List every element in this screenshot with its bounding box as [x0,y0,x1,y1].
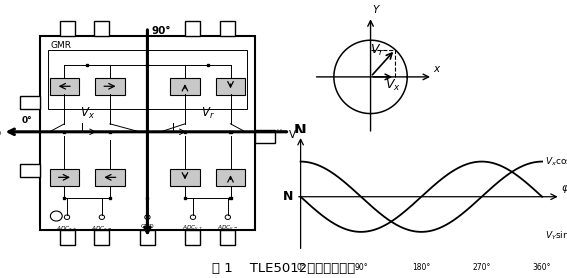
Circle shape [191,215,196,219]
Text: GMR: GMR [51,41,72,50]
Text: $V_r$: $V_r$ [370,43,384,58]
Bar [109,131,111,133]
Bar [216,78,246,95]
Text: $ADC_{y+}$: $ADC_{y+}$ [183,224,204,234]
Bar [170,78,200,95]
Bar [206,64,209,66]
Circle shape [225,215,231,219]
Bar [140,230,155,245]
Bar [184,197,186,199]
Text: $ADC_{x+}$: $ADC_{x+}$ [56,224,78,233]
Text: 0°: 0° [22,116,32,125]
Text: x: x [434,64,440,74]
Bar [60,230,74,245]
Bar [20,164,40,177]
Bar [48,50,247,109]
Text: $\varphi$: $\varphi$ [561,183,567,195]
Bar [95,78,125,95]
Bar [146,64,149,66]
Bar [64,197,65,199]
Bar [49,78,79,95]
Text: $V_{DD}$: $V_{DD}$ [276,127,289,136]
Text: V: V [289,130,296,140]
Bar [170,169,200,186]
Bar [20,96,40,109]
Text: 90°: 90° [151,26,171,36]
Circle shape [145,215,150,219]
Bar [49,169,79,186]
Bar [146,197,149,199]
Text: Y: Y [373,5,379,15]
Bar [94,21,109,36]
Bar [109,197,111,199]
Text: N: N [284,190,294,203]
Bar [40,36,255,230]
Circle shape [99,215,104,219]
Text: $V_Y\sin\varphi$: $V_Y\sin\varphi$ [545,229,567,242]
Bar [94,230,109,245]
Bar [64,131,65,133]
Text: $ADC_{x-}$: $ADC_{x-}$ [91,224,112,233]
Bar [86,64,88,66]
Text: $V_x$: $V_x$ [79,106,95,121]
Bar [221,230,235,245]
Text: $ADC_{y-}$: $ADC_{y-}$ [217,224,239,234]
Text: $V_x\cos\varphi$: $V_x\cos\varphi$ [545,155,567,168]
Circle shape [64,215,70,219]
Bar [185,21,201,36]
Bar [230,131,231,133]
Bar [216,169,246,186]
Text: 图 1    TLE5012角度检测原理: 图 1 TLE5012角度检测原理 [212,262,355,275]
Bar [255,130,275,143]
Text: $V_x$: $V_x$ [384,77,400,93]
Bar [185,230,201,245]
Bar [230,197,231,199]
Text: $V_r$: $V_r$ [201,106,215,121]
Text: S: S [0,123,1,141]
Bar [184,131,186,133]
Bar [95,169,125,186]
Bar [60,21,74,36]
Text: GND: GND [141,224,154,229]
Circle shape [50,211,62,221]
Text: N: N [294,124,306,139]
Bar [221,21,235,36]
